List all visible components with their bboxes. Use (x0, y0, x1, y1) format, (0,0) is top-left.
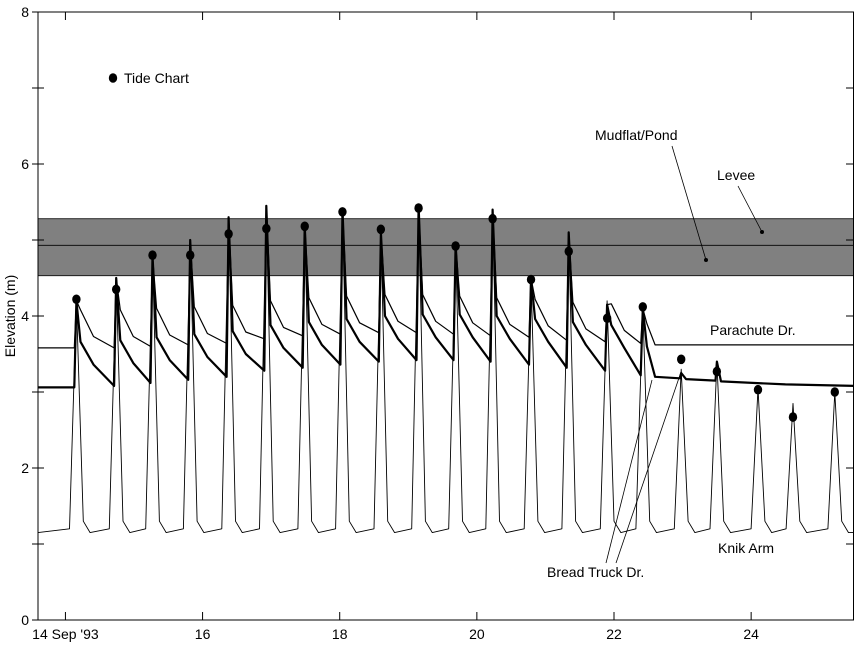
x-tick-label: 20 (469, 626, 485, 642)
series-line (38, 204, 854, 389)
x-tick-label: 14 Sep '93 (32, 626, 99, 642)
tide-point (414, 203, 423, 213)
tide-point (451, 241, 460, 251)
tide-point (788, 412, 798, 422)
tide-point (72, 294, 81, 305)
tide-point (224, 229, 233, 239)
tide-point (376, 224, 386, 235)
tide-point (712, 366, 722, 377)
x-tick-label: 16 (195, 626, 211, 642)
y-tick-label: 2 (21, 460, 29, 476)
legend-label: Tide Chart (124, 70, 189, 86)
levee-band (37, 218, 854, 277)
tide-point (338, 207, 347, 217)
x-tick-label: 24 (743, 626, 759, 642)
y-tick-label: 4 (21, 308, 29, 324)
annotation-dot (704, 258, 708, 262)
annotation-leader (737, 185, 763, 233)
tide-point (262, 223, 271, 234)
y-tick-label: 0 (21, 612, 29, 628)
tide-point (564, 246, 573, 257)
y-axis-label: Elevation (m) (2, 275, 18, 357)
annotation: Bread Truck Dr. (547, 564, 644, 580)
y-tick-label: 8 (21, 4, 29, 20)
tide-point (300, 221, 309, 232)
x-tick-label: 18 (332, 626, 348, 642)
annotation: Knik Arm (718, 540, 774, 556)
tide-point (677, 354, 686, 365)
tide-point (830, 387, 839, 397)
annotation-dot (760, 230, 764, 234)
annotation-leader (605, 379, 653, 564)
annotation: Mudflat/Pond (595, 127, 678, 143)
tide-point (526, 274, 536, 285)
tide-point (638, 302, 647, 312)
tide-point (753, 384, 763, 395)
legend-marker (108, 73, 118, 83)
annotation-leader (671, 145, 707, 261)
tide-point (602, 313, 612, 324)
tide-point (488, 213, 497, 224)
annotation-leader (615, 371, 682, 564)
tide-point (148, 250, 157, 260)
x-tick-label: 22 (606, 626, 622, 642)
annotation: Parachute Dr. (710, 322, 796, 338)
y-tick-label: 6 (21, 156, 29, 172)
tide-point (186, 250, 195, 260)
annotation: Levee (717, 167, 755, 183)
tide-point (111, 284, 121, 295)
